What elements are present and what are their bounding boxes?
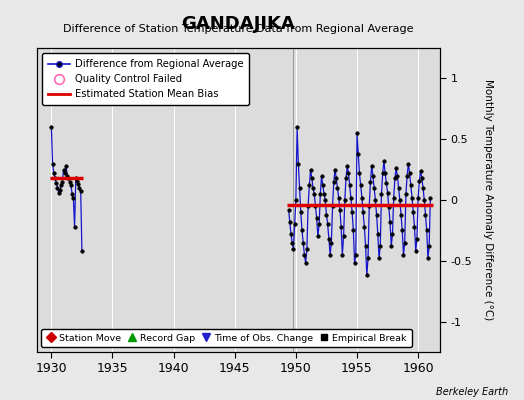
Legend: Station Move, Record Gap, Time of Obs. Change, Empirical Break: Station Move, Record Gap, Time of Obs. C… [41,329,412,347]
Text: Difference of Station Temperature Data from Regional Average: Difference of Station Temperature Data f… [63,24,413,34]
Y-axis label: Monthly Temperature Anomaly Difference (°C): Monthly Temperature Anomaly Difference (… [483,79,493,321]
Title: GANDAJIKA: GANDAJIKA [181,14,296,32]
Text: Berkeley Earth: Berkeley Earth [436,387,508,397]
